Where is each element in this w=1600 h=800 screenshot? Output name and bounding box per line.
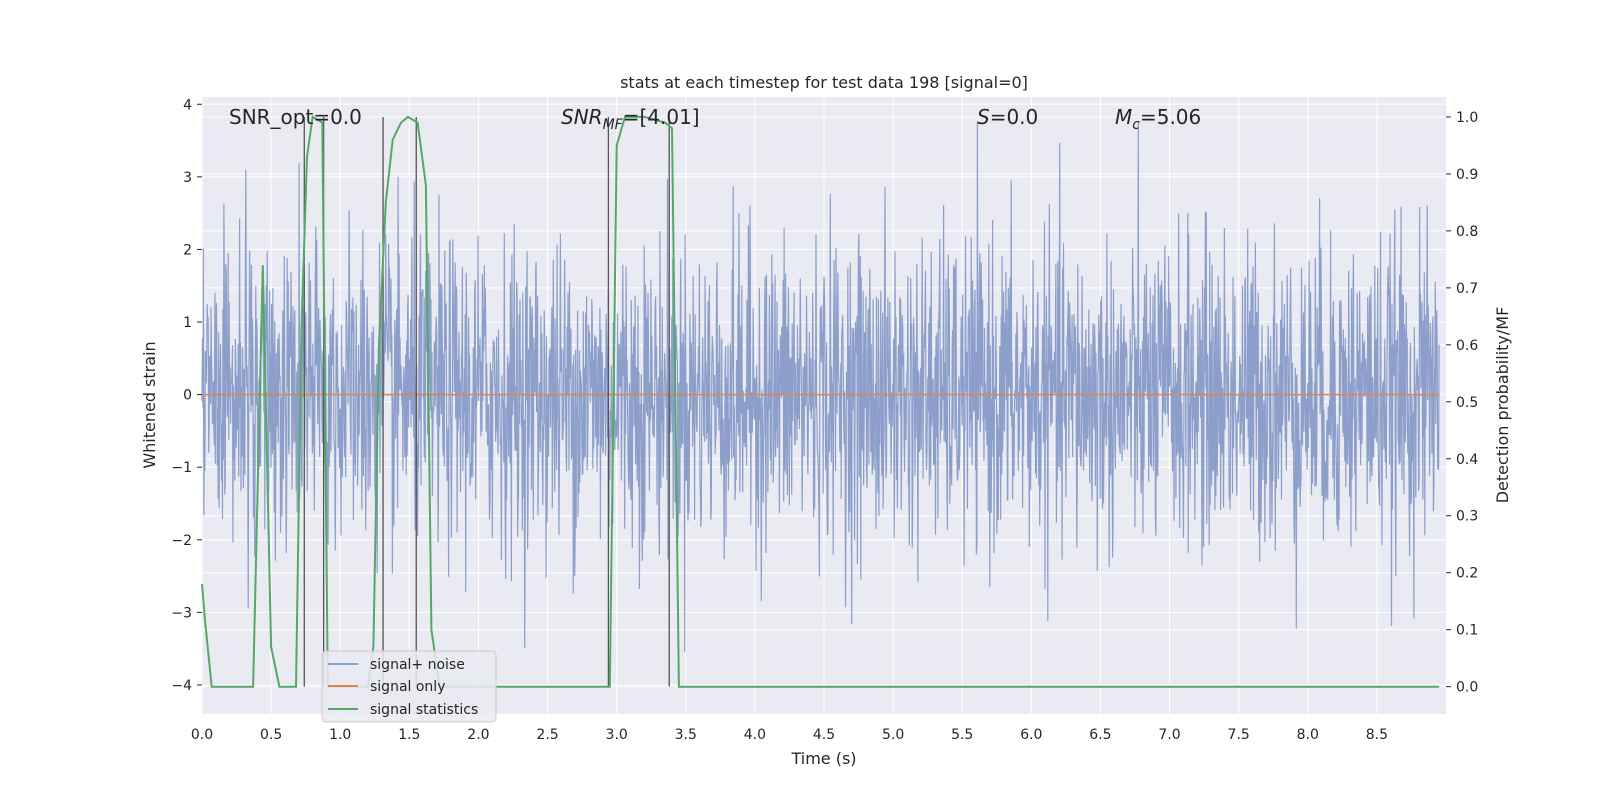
annotation-mc-sub: c [1132,117,1140,133]
legend-label-signal-noise: signal+ noise [370,657,465,673]
x-tick-label: 8.0 [1297,727,1319,743]
y-tick-label: −4 [171,678,192,694]
y2-tick-label: 0.6 [1456,338,1478,354]
y2-tick-label: 0.8 [1456,224,1478,240]
y-tick-label: −1 [171,460,192,476]
x-tick-label: 1.0 [329,727,351,743]
x-tick-label: 2.0 [467,727,489,743]
legend-label-signal-only: signal only [370,679,445,695]
y-tick-label: −2 [171,533,192,549]
annotation-s-value: =0.0 [990,105,1039,129]
y-tick-label: 3 [183,170,192,186]
series-signal-statistics-line [201,115,1440,688]
x-tick-label: 6.0 [1020,727,1042,743]
x-tick-label: 4.5 [813,727,835,743]
detection-markers [303,116,670,687]
annotation-snr-mf-value: =[4.01] [623,105,700,129]
x-tick-label: 0.5 [260,727,282,743]
series-signal-noise-line [201,121,1440,653]
x-tick-label: 2.5 [536,727,558,743]
annotation-snr-mf-main: SNR [561,105,603,129]
y2-tick-label: 0.1 [1456,623,1478,639]
y2-tick-label: 0.7 [1456,281,1478,297]
y-tick-label: −3 [171,605,192,621]
annotation-s-main: S [977,105,990,129]
legend: signal+ noise signal only signal statist… [321,650,497,723]
annotation-snr-opt: SNR_opt=0.0 [229,105,362,129]
legend-box [321,650,497,723]
y2-tick-label: 0.9 [1456,167,1478,183]
annotation-s: S=0.0 [977,105,1038,129]
x-tick-label: 1.5 [398,727,420,743]
y2-tick-label: 0.2 [1456,566,1478,582]
y-axis-label: Whitened strain [140,341,159,468]
y-tick-label: 0 [183,388,192,404]
x-tick-label: 7.5 [1228,727,1250,743]
y-tick-label: 2 [183,242,192,258]
annotation-mc-main: M [1115,105,1132,129]
chart-title: stats at each timestep for test data 198… [620,73,1028,92]
legend-label-signal-statistics: signal statistics [370,702,478,718]
x-tick-label: 4.0 [744,727,766,743]
x-tick-label: 3.5 [675,727,697,743]
y2-tick-label: 1.0 [1456,110,1478,126]
y-tick-label: 1 [183,315,192,331]
y-tick-label: 4 [183,97,192,113]
x-tick-label: 6.5 [1089,727,1111,743]
x-tick-label: 8.5 [1366,727,1388,743]
y-tick-labels: −4 −3 −2 −1 0 1 2 3 4 [171,97,202,694]
x-tick-labels: 0.0 0.5 1.0 1.5 2.0 2.5 3.0 3.5 4.0 4.5 5.0 5.5 6.0 6… [191,727,1388,743]
annotation-mc-value: =5.06 [1140,105,1201,129]
y2-tick-labels: 0.0 0.1 0.2 0.3 0.4 0.5 0.6 0.7 0.8 0.9 1.0 [1446,110,1478,696]
x-axis-label: Time (s) [790,749,856,768]
y2-tick-label: 0.4 [1456,452,1478,468]
x-tick-label: 3.0 [606,727,628,743]
x-tick-label: 7.0 [1158,727,1180,743]
x-tick-label: 0.0 [191,727,213,743]
annotation-snr-mf: SNRMF=[4.01] [561,105,700,133]
annotation-snr-mf-sub: MF [603,117,624,133]
annotation-mc: Mc=5.06 [1115,105,1201,133]
y2-tick-label: 0.5 [1456,395,1478,411]
x-tick-label: 5.5 [951,727,973,743]
y2-tick-label: 0.0 [1456,680,1478,696]
y2-tick-label: 0.3 [1456,509,1478,525]
x-tick-label: 5.0 [882,727,904,743]
y2-axis-label: Detection probability/MF [1493,307,1512,504]
